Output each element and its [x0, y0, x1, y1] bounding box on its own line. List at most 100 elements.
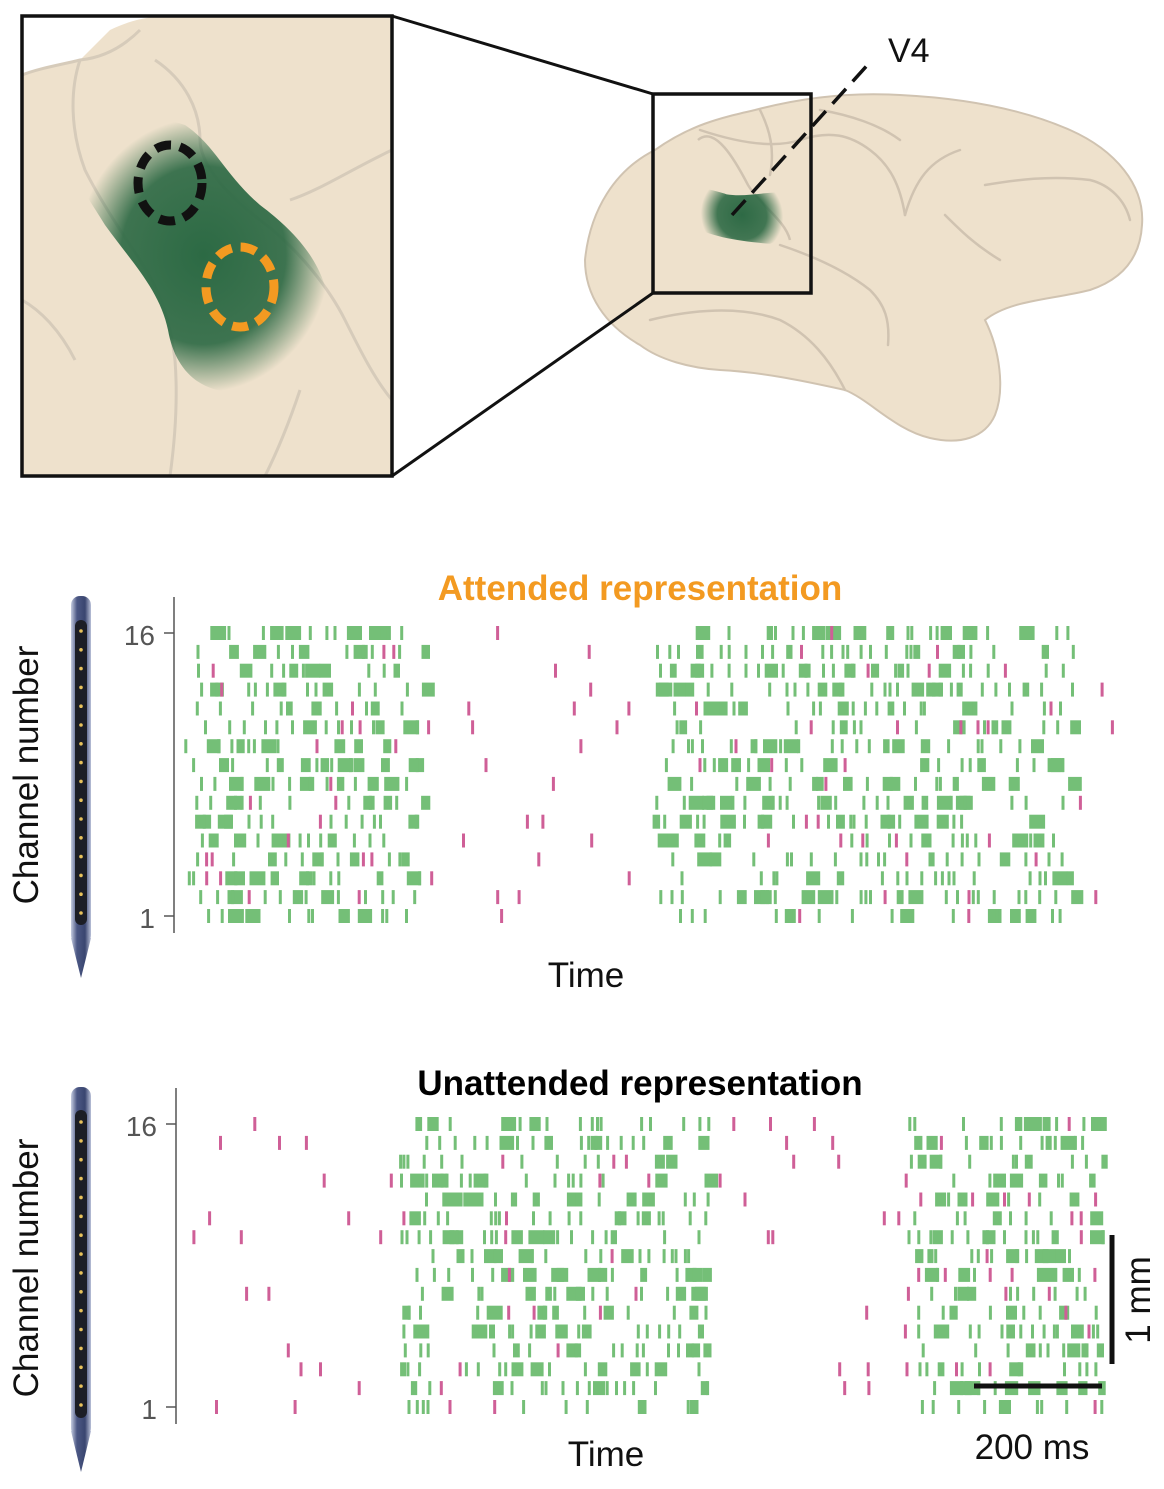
- spike-mark: [754, 739, 758, 754]
- spike-mark: [703, 1343, 712, 1358]
- spike-mark: [692, 1192, 696, 1207]
- spike-mark: [1100, 682, 1104, 697]
- spike-mark: [936, 814, 949, 829]
- spike-mark: [781, 663, 785, 678]
- spike-mark: [322, 1173, 326, 1188]
- spike-mark: [545, 1117, 549, 1131]
- spike-mark: [894, 663, 898, 678]
- spike-mark: [896, 682, 899, 697]
- spike-mark: [504, 1230, 508, 1245]
- spike-mark: [738, 701, 748, 716]
- spike-mark: [905, 644, 909, 659]
- spike-mark: [688, 795, 704, 810]
- spike-mark: [661, 1211, 665, 1226]
- spike-mark: [337, 720, 340, 735]
- spike-mark: [1094, 1305, 1098, 1320]
- spike-mark: [792, 909, 796, 923]
- unattended-ring: [133, 140, 207, 226]
- spike-mark: [294, 626, 298, 640]
- spike-mark: [276, 644, 280, 659]
- spike-mark: [667, 1343, 670, 1358]
- spike-mark: [689, 1400, 699, 1414]
- spike-mark: [304, 890, 308, 905]
- spike-mark: [871, 663, 880, 678]
- spike-mark: [882, 1211, 886, 1226]
- inset-top-fold: [22, 16, 170, 75]
- spike-mark: [510, 1381, 514, 1396]
- spike-mark: [234, 871, 245, 886]
- spike-mark: [1087, 1324, 1091, 1339]
- spike-mark: [1006, 1343, 1010, 1358]
- spike-mark: [556, 1230, 560, 1245]
- spike-mark: [354, 739, 363, 754]
- spike-mark: [370, 644, 374, 659]
- spike-mark: [364, 890, 367, 905]
- spike-mark: [897, 1211, 901, 1226]
- spike-mark: [1071, 890, 1084, 905]
- spike-mark: [700, 1381, 708, 1396]
- spike-mark: [839, 833, 843, 848]
- spike-mark: [353, 758, 365, 773]
- spike-mark: [1051, 909, 1054, 923]
- spike-mark: [986, 1230, 989, 1245]
- spike-mark: [496, 626, 500, 640]
- spike-mark: [1089, 1173, 1096, 1188]
- spike-mark: [757, 814, 773, 829]
- spike-mark: [888, 833, 891, 848]
- spike-mark: [208, 1211, 212, 1226]
- spike-mark: [282, 833, 291, 848]
- spike-mark: [1027, 1192, 1031, 1207]
- spike-mark: [703, 758, 707, 773]
- spike-mark: [453, 1135, 457, 1150]
- spike-mark: [655, 795, 659, 810]
- y-tick-label-1-unattended: 1: [141, 1394, 157, 1425]
- spike-mark: [498, 1362, 502, 1377]
- spike-mark: [380, 626, 391, 640]
- spike-mark: [930, 1286, 934, 1301]
- spike-mark: [494, 1230, 498, 1245]
- spike-mark: [896, 720, 899, 735]
- spike-mark: [706, 795, 716, 810]
- spike-mark: [347, 795, 351, 810]
- spike-mark: [587, 1267, 601, 1282]
- spike-mark: [400, 1362, 404, 1377]
- spike-mark: [319, 1362, 322, 1377]
- spike-mark: [804, 814, 808, 829]
- spike-mark: [890, 909, 894, 923]
- spike-mark: [631, 1135, 635, 1150]
- spike-mark: [785, 682, 789, 697]
- spike-mark: [976, 739, 980, 754]
- spike-mark: [1110, 720, 1114, 735]
- spike-mark: [666, 1154, 678, 1169]
- spike-mark: [766, 833, 770, 848]
- spike-mark: [387, 852, 391, 867]
- spike-mark: [1051, 1230, 1059, 1245]
- spike-mark: [1047, 1267, 1058, 1282]
- spike-mark: [402, 1154, 406, 1169]
- spike-mark: [949, 795, 953, 810]
- spike-mark: [988, 1173, 992, 1188]
- spike-mark: [694, 1286, 708, 1301]
- spike-mark: [370, 852, 374, 867]
- spike-mark: [929, 626, 933, 640]
- spike-mark: [430, 871, 434, 886]
- inset-frame: [20, 14, 394, 478]
- spike-mark: [587, 1381, 591, 1396]
- spike-mark: [615, 1381, 618, 1396]
- spike-mark: [709, 852, 722, 867]
- spike-mark: [1001, 720, 1012, 735]
- spike-mark: [205, 871, 209, 886]
- spike-mark: [438, 1135, 442, 1150]
- spike-mark: [415, 720, 419, 735]
- spike-mark: [928, 833, 932, 848]
- spike-mark: [999, 852, 1011, 867]
- probe-attended: [71, 596, 91, 978]
- spike-mark: [587, 1135, 591, 1150]
- spike-mark: [445, 1173, 449, 1188]
- spike-mark: [793, 682, 797, 697]
- v4-label: V4: [888, 32, 930, 70]
- spike-mark: [211, 663, 215, 678]
- spike-mark: [463, 1192, 474, 1207]
- spike-mark: [875, 795, 879, 810]
- spike-mark: [532, 1211, 535, 1226]
